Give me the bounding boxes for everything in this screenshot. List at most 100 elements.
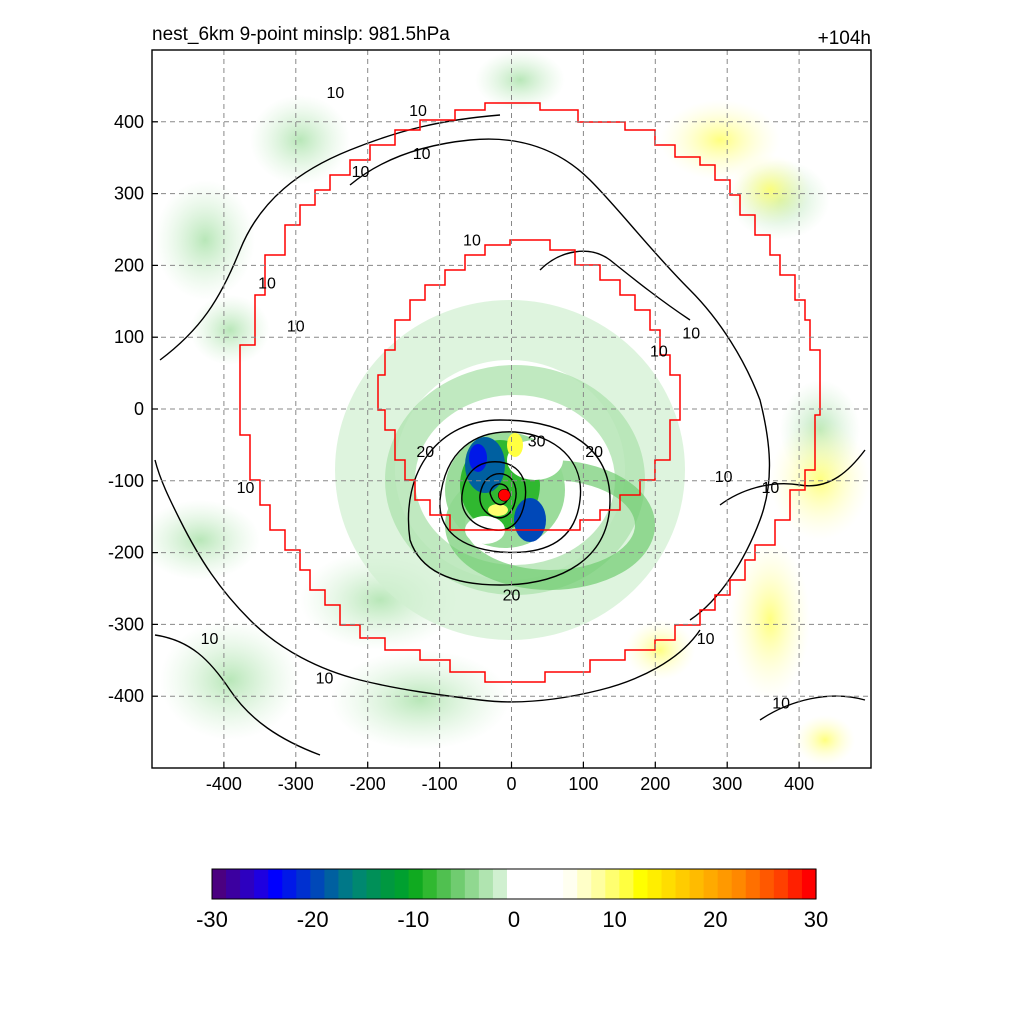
colorbar-swatch — [703, 869, 719, 899]
colorbar-swatch — [577, 869, 592, 899]
y-tick-label: 200 — [114, 255, 144, 275]
contour-label: 10 — [287, 318, 305, 335]
colorbar-swatch — [268, 869, 283, 899]
y-tick-label: 400 — [114, 112, 144, 132]
colorbar-tick-label: 0 — [508, 907, 520, 932]
contour-label: 10 — [761, 480, 779, 497]
x-tick-label: -300 — [278, 774, 314, 794]
colorbar-swatch — [338, 869, 354, 899]
y-tick-label: 300 — [114, 184, 144, 204]
colorbar-swatch — [661, 869, 677, 899]
contour-label: 10 — [697, 631, 715, 648]
colorbar-swatch — [549, 869, 564, 899]
colorbar-swatch — [619, 869, 634, 899]
contour-label: 10 — [682, 326, 700, 343]
x-tick-label: 100 — [568, 774, 598, 794]
x-tick-label: -200 — [350, 774, 386, 794]
colorbar-swatch — [801, 869, 817, 899]
colorbar-swatch — [478, 869, 494, 899]
colorbar-swatch — [731, 869, 747, 899]
x-tick-label: -400 — [206, 774, 242, 794]
contour-label: 10 — [409, 103, 427, 120]
y-tick-label: -300 — [108, 614, 144, 634]
contour-label: 10 — [650, 344, 668, 361]
contour-label: 10 — [201, 631, 219, 648]
colorbar-tick-label: 30 — [804, 907, 828, 932]
colorbar: -30 -20 -10 0 10 20 30 — [196, 868, 828, 932]
colorbar-swatch — [380, 869, 396, 899]
y-axis: 400 300 200 100 0 -100 -200 -300 -400 — [108, 112, 158, 706]
colorbar-swatch — [633, 869, 649, 899]
contour-label: 10 — [258, 275, 276, 292]
wind-contours — [154, 114, 866, 756]
colorbar-swatch — [450, 869, 466, 899]
colorbar-swatch — [324, 869, 340, 899]
contour-label: 10 — [316, 670, 334, 687]
forecast-hour-label: +104h — [818, 28, 871, 49]
colorbar-swatch — [240, 869, 255, 899]
colorbar-swatch — [254, 869, 269, 899]
x-tick-label: 0 — [506, 774, 516, 794]
colorbar-swatch — [408, 869, 424, 899]
colorbar-tick-label: -20 — [297, 907, 329, 932]
y-tick-label: 100 — [114, 327, 144, 347]
chart-title: nest_6km 9-point minslp: 981.5hPa — [152, 24, 450, 45]
colorbar-swatch — [366, 869, 382, 899]
colorbar-swatch — [282, 869, 297, 899]
contour-label: 10 — [772, 695, 790, 712]
colorbar-swatch — [605, 869, 620, 899]
colorbar-swatch — [591, 869, 606, 899]
x-tick-label: 200 — [640, 774, 670, 794]
contour-label: 10 — [326, 85, 344, 102]
colorbar-swatch — [745, 869, 761, 899]
contour-label: 10 — [237, 480, 255, 497]
colorbar-swatch — [422, 869, 438, 899]
colorbar-swatch — [717, 869, 733, 899]
x-axis: -400 -300 -200 -100 0 100 200 300 400 — [206, 762, 814, 794]
colorbar-swatch — [689, 869, 705, 899]
contour-label: 10 — [413, 146, 431, 163]
colorbar-swatch — [675, 869, 691, 899]
nest-domain-outlines — [239, 102, 821, 683]
y-tick-label: -400 — [108, 686, 144, 706]
colorbar-swatch — [506, 869, 522, 899]
contour-label: 20 — [416, 444, 434, 461]
colorbar-tick-label: -30 — [196, 907, 228, 932]
colorbar-swatch — [787, 869, 803, 899]
colorbar-swatch — [436, 869, 452, 899]
colorbar-tick-label: 20 — [703, 907, 727, 932]
x-tick-label: 300 — [712, 774, 742, 794]
colorbar-swatch — [647, 869, 663, 899]
y-tick-label: -100 — [108, 471, 144, 491]
colorbar-swatch — [521, 869, 536, 899]
grid-lines — [152, 50, 871, 768]
y-tick-label: -200 — [108, 543, 144, 563]
colorbar-swatch — [226, 869, 241, 899]
contour-label: 30 — [528, 433, 546, 450]
contour-label: 10 — [352, 164, 370, 181]
colorbar-tick-label: -10 — [397, 907, 429, 932]
storm-center-marker — [498, 488, 511, 502]
colorbar-swatch — [773, 869, 789, 899]
colorbar-swatch — [492, 869, 508, 899]
contour-labels: 10 10 10 10 10 10 10 10 10 10 10 10 10 10 10 10 20 30 20 20 — [201, 85, 791, 712]
colorbar-swatch — [759, 869, 775, 899]
contour-label: 10 — [715, 469, 733, 486]
contour-label: 10 — [463, 232, 481, 249]
plot-area: 10 10 10 10 10 10 10 10 10 10 10 10 10 10 10 10 20 30 20 20 — [152, 50, 871, 768]
colorbar-tick-label: 10 — [602, 907, 626, 932]
colorbar-swatch — [212, 869, 227, 899]
colorbar-swatch — [310, 869, 325, 899]
colorbar-swatch — [563, 869, 578, 899]
colorbar-swatch — [352, 869, 368, 899]
contour-label: 20 — [503, 588, 521, 605]
colorbar-frame — [211, 868, 817, 900]
colorbar-swatch — [394, 869, 410, 899]
y-tick-label: 0 — [134, 399, 144, 419]
x-tick-label: -100 — [422, 774, 458, 794]
colorbar-swatch — [464, 869, 480, 899]
colorbar-swatch — [296, 869, 311, 899]
contour-label: 20 — [585, 444, 603, 461]
x-tick-label: 400 — [784, 774, 814, 794]
